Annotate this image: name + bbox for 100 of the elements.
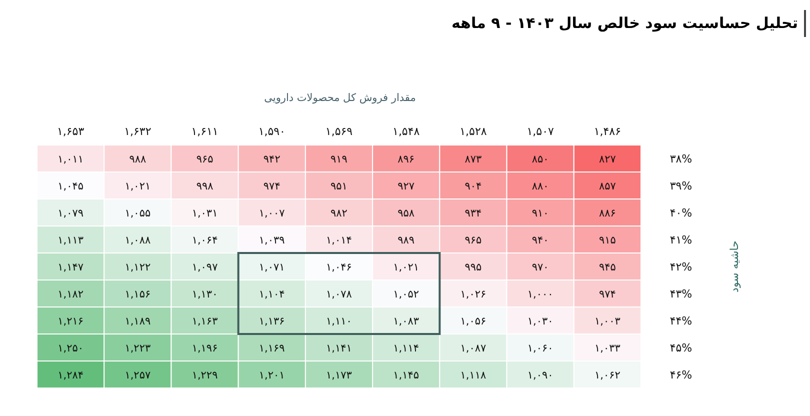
data-label: ۱,۲۵۰ bbox=[58, 342, 84, 354]
data-label: ۱,۱۴۵ bbox=[393, 370, 420, 382]
chart-title: تحلیل حساسیت سود خالص سال ۱۴۰۳ - ۹ ماهه bbox=[451, 14, 798, 32]
data-label: ۹۴۰ bbox=[532, 234, 549, 246]
data-label: ۱,۰۳۱ bbox=[192, 208, 218, 220]
data-label: ۸۹۶ bbox=[398, 154, 415, 166]
data-label: ۹۲۷ bbox=[398, 180, 415, 192]
y-tick-label: ۴۰% bbox=[670, 206, 692, 220]
x-tick-label: ۱,۶۳۲ bbox=[124, 125, 152, 138]
data-label: ۱,۰۱۴ bbox=[326, 234, 352, 246]
data-label: ۱,۱۱۸ bbox=[460, 370, 487, 382]
x-tick-label: ۱,۵۴۸ bbox=[392, 125, 420, 138]
data-label: ۱,۰۲۱ bbox=[393, 262, 420, 274]
data-label: ۹۱۹ bbox=[330, 154, 348, 166]
x-tick-label: ۱,۵۰۷ bbox=[526, 125, 554, 138]
data-label: ۹۴۲ bbox=[263, 154, 281, 166]
data-label: ۱,۱۳۶ bbox=[258, 316, 285, 328]
data-label: ۱,۰۵۶ bbox=[460, 316, 486, 328]
data-label: ۹۸۹ bbox=[398, 234, 415, 246]
data-label: ۹۴۵ bbox=[598, 262, 616, 274]
data-label: ۱,۰۵۲ bbox=[393, 288, 420, 300]
data-label: ۹۹۵ bbox=[464, 262, 482, 274]
data-label: ۱,۱۲۲ bbox=[124, 262, 151, 274]
data-label: ۱,۰۰۰ bbox=[527, 288, 554, 300]
data-label: ۹۶۵ bbox=[464, 234, 482, 246]
data-label: ۱,۰۷۱ bbox=[258, 262, 285, 274]
y-tick-label: ۴۲% bbox=[670, 260, 692, 274]
data-label: ۱,۲۵۷ bbox=[124, 370, 151, 382]
data-label: ۱,۱۴۱ bbox=[326, 342, 352, 354]
data-label: ۱,۱۱۳ bbox=[58, 234, 84, 246]
data-label: ۱,۲۲۳ bbox=[124, 342, 151, 354]
data-label: ۱,۱۶۳ bbox=[192, 316, 218, 328]
data-label: ۱,۰۶۰ bbox=[527, 342, 554, 354]
data-label: ۱,۰۱۱ bbox=[58, 154, 84, 166]
data-label: ۹۶۵ bbox=[196, 154, 214, 166]
data-label: ۱,۰۵۵ bbox=[124, 208, 151, 220]
data-label: ۱,۰۳۳ bbox=[594, 342, 621, 354]
data-label: ۱,۱۷۳ bbox=[326, 370, 352, 382]
data-label: ۱,۲۲۹ bbox=[192, 370, 218, 382]
data-label: ۱,۰۰۳ bbox=[594, 316, 621, 328]
data-label: ۹۱۵ bbox=[598, 234, 616, 246]
data-label: ۹۳۴ bbox=[464, 208, 482, 220]
data-label: ۱,۲۰۱ bbox=[258, 370, 285, 382]
data-label: ۹۰۴ bbox=[464, 180, 482, 192]
y-tick-label: ۳۹% bbox=[670, 180, 692, 192]
y-axis-title: حاشیه سود bbox=[728, 240, 741, 292]
data-label: ۱,۱۹۶ bbox=[192, 342, 218, 354]
data-label: ۸۲۷ bbox=[598, 154, 616, 166]
data-label: ۸۸۶ bbox=[598, 208, 616, 220]
data-label: ۱,۰۶۴ bbox=[192, 234, 218, 246]
data-label: ۹۵۸ bbox=[398, 208, 415, 220]
data-label: ۹۸۲ bbox=[330, 208, 348, 220]
data-label: ۱,۰۷۸ bbox=[326, 288, 352, 300]
y-tick-label: ۴۳% bbox=[670, 288, 692, 300]
data-label: ۱,۰۰۷ bbox=[258, 208, 286, 220]
x-tick-label: ۱,۶۱۱ bbox=[191, 125, 218, 138]
data-label: ۹۷۰ bbox=[532, 262, 549, 274]
y-tick-label: ۴۴% bbox=[670, 314, 692, 328]
y-tick-label: ۴۵% bbox=[670, 342, 692, 354]
x-tick-label: ۱,۴۸۶ bbox=[594, 125, 622, 138]
data-label: ۹۱۰ bbox=[532, 208, 549, 220]
data-label: ۱,۱۴۷ bbox=[58, 262, 84, 274]
y-tick-label: ۴۱% bbox=[670, 234, 692, 246]
data-label: ۱,۱۰۴ bbox=[258, 288, 285, 300]
data-label: ۸۵۰ bbox=[532, 154, 549, 166]
data-label: ۱,۰۴۵ bbox=[58, 180, 84, 192]
data-label: ۱,۰۸۷ bbox=[460, 342, 487, 354]
data-label: ۱,۰۸۳ bbox=[393, 316, 420, 328]
data-label: ۹۷۴ bbox=[598, 288, 616, 300]
x-tick-label: ۱,۵۶۹ bbox=[325, 125, 353, 138]
data-label: ۱,۰۷۹ bbox=[58, 208, 84, 220]
data-label: ۸۵۷ bbox=[598, 180, 616, 192]
data-label: ۹۹۸ bbox=[196, 180, 214, 192]
data-label: ۹۵۱ bbox=[330, 180, 348, 192]
data-label: ۹۷۴ bbox=[263, 180, 280, 192]
data-label: ۱,۰۹۰ bbox=[527, 370, 554, 382]
y-tick-label: ۳۸% bbox=[670, 152, 692, 166]
data-label: ۸۷۳ bbox=[464, 154, 482, 166]
data-label: ۱,۱۱۰ bbox=[326, 316, 352, 328]
data-label: ۱,۱۸۲ bbox=[58, 288, 84, 300]
data-label: ۱,۰۶۲ bbox=[594, 370, 621, 382]
data-label: ۱,۰۸۸ bbox=[124, 234, 151, 246]
data-label: ۱,۰۳۹ bbox=[258, 234, 286, 246]
data-label: ۱,۰۲۱ bbox=[124, 180, 151, 192]
data-label: ۸۸۰ bbox=[532, 180, 549, 192]
data-label: ۱,۰۹۷ bbox=[192, 262, 218, 274]
data-label: ۱,۲۸۴ bbox=[58, 370, 84, 382]
data-label: ۱,۱۱۴ bbox=[393, 342, 420, 354]
data-label: ۱,۱۶۹ bbox=[258, 342, 286, 354]
data-label: ۱,۱۳۰ bbox=[192, 288, 218, 300]
x-axis-title: مقدار فروش کل محصولات دارویی bbox=[264, 92, 416, 104]
y-tick-label: ۴۶% bbox=[670, 368, 692, 382]
x-tick-label: ۱,۶۵۳ bbox=[56, 125, 84, 138]
data-label: ۹۸۸ bbox=[129, 154, 146, 166]
x-tick-label: ۱,۵۲۸ bbox=[460, 125, 487, 138]
data-label: ۱,۱۸۹ bbox=[124, 316, 151, 328]
x-tick-label: ۱,۵۹۰ bbox=[258, 125, 286, 138]
data-label: ۱,۰۳۰ bbox=[527, 316, 554, 328]
data-label: ۱,۱۵۶ bbox=[124, 288, 151, 300]
data-label: ۱,۰۴۶ bbox=[326, 262, 352, 274]
